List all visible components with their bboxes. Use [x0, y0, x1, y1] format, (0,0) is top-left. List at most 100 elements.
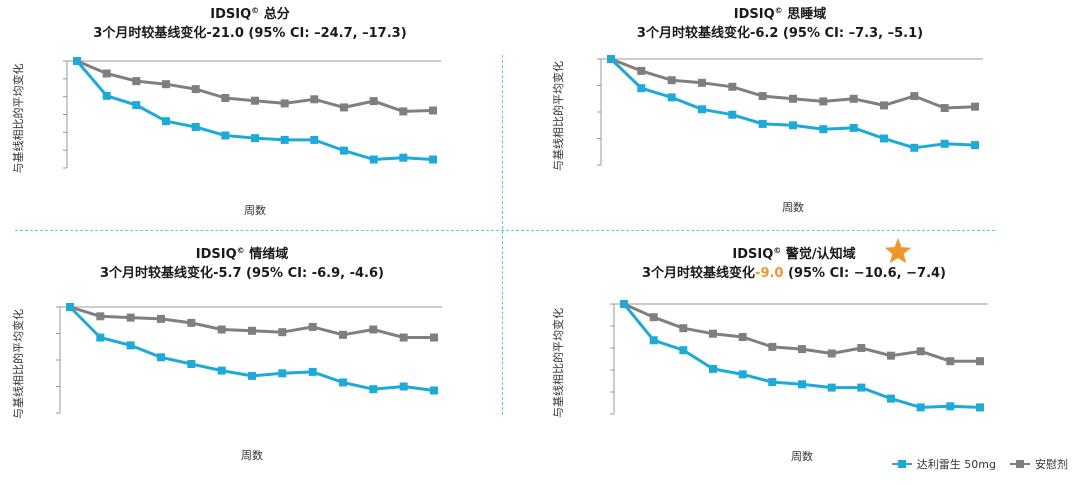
chart-title-main: IDSIQ	[732, 247, 773, 262]
data-point-drug	[132, 101, 141, 110]
data-point-drug	[340, 146, 348, 155]
data-point-drug	[880, 134, 888, 143]
data-point-placebo	[429, 106, 437, 115]
data-point-placebo	[789, 94, 797, 103]
series-line-drug	[75, 60, 434, 161]
subtitle-value: -21.0	[206, 26, 243, 41]
horizontal-divider	[15, 230, 995, 231]
chart-title: IDSIQ© 思睡域	[734, 6, 826, 22]
data-point-drug	[73, 57, 81, 65]
data-point-placebo	[728, 82, 737, 91]
series-placebo	[66, 303, 438, 342]
data-point-drug	[369, 385, 378, 394]
legend-item-placebo: 安慰剂	[1010, 456, 1068, 472]
data-point-placebo	[679, 324, 688, 333]
chart-subtitle: 3个月时较基线变化-5.7 (95% CI: -6.9, -4.6)	[100, 265, 384, 281]
data-point-drug	[857, 383, 866, 392]
data-point-drug	[940, 139, 949, 148]
data-point-placebo	[637, 66, 646, 75]
data-point-placebo	[430, 333, 438, 342]
data-point-placebo	[940, 104, 949, 112]
data-point-placebo	[369, 97, 378, 106]
data-point-drug	[430, 386, 438, 395]
data-point-placebo	[102, 69, 111, 78]
data-point-drug	[916, 403, 925, 412]
chart-title-sup: ©	[775, 6, 783, 15]
data-point-placebo	[880, 101, 888, 110]
data-point-drug	[709, 364, 717, 373]
chart-title: IDSIQ© 警觉/认知域	[732, 246, 855, 262]
data-point-placebo	[971, 102, 979, 111]
data-point-placebo	[738, 333, 747, 341]
data-point-drug	[798, 380, 806, 389]
series-placebo	[620, 300, 984, 366]
series-placebo	[73, 57, 437, 116]
data-point-placebo	[768, 342, 777, 351]
chart-title-main: IDSIQ	[734, 7, 775, 22]
data-point-placebo	[758, 92, 767, 101]
series-drug	[607, 55, 979, 152]
data-point-placebo	[126, 313, 135, 322]
data-point-drug	[620, 300, 628, 308]
data-point-placebo	[340, 103, 348, 112]
y-axis-title: 与基线相比的平均变化	[551, 61, 565, 171]
data-point-drug	[399, 153, 408, 162]
data-point-drug	[191, 123, 200, 131]
data-point-drug	[607, 55, 615, 63]
y-axis-title: 与基线相比的平均变化	[11, 64, 25, 174]
chart-subtitle: 3个月时较基线变化-21.0 (95% CI: –24.7, –17.3)	[93, 25, 406, 41]
data-point-placebo	[399, 333, 408, 342]
series-drug	[620, 300, 984, 412]
data-point-drug	[768, 378, 777, 387]
data-point-placebo	[399, 107, 408, 116]
data-point-drug	[789, 121, 797, 130]
data-point-drug	[637, 84, 646, 93]
series-line-drug	[622, 303, 981, 409]
legend-label-drug: 达利雷生 50mg	[916, 458, 996, 471]
subtitle-ci: (95% CI: -6.9, -4.6)	[242, 266, 384, 281]
x-axis-title: 周数	[241, 449, 263, 462]
chart-title-main: IDSIQ	[210, 7, 251, 22]
data-point-drug	[187, 360, 196, 368]
data-point-drug	[308, 367, 317, 376]
chart-title-sup: ©	[237, 246, 245, 255]
data-point-drug	[698, 105, 706, 114]
data-point-placebo	[976, 357, 984, 366]
chart-title-suffix: 情绪域	[245, 246, 289, 262]
subtitle-prefix: 3个月时较基线变化	[93, 25, 206, 41]
data-point-drug	[278, 369, 287, 378]
series-placebo	[607, 55, 979, 112]
chart-subtitle: 3个月时较基线变化-6.2 (95% CI: –7.3, –5.1)	[637, 25, 923, 41]
subtitle-value: -9.0	[755, 266, 783, 281]
x-axis-title: 周数	[244, 204, 266, 217]
data-point-drug	[849, 123, 858, 132]
data-point-drug	[976, 403, 984, 412]
data-point-placebo	[910, 92, 919, 101]
data-point-drug	[946, 402, 955, 411]
subtitle-value: -5.7	[213, 266, 241, 281]
chart-title-suffix: 总分	[259, 6, 290, 22]
data-point-drug	[217, 366, 226, 375]
data-point-drug	[339, 378, 347, 387]
data-point-drug	[971, 141, 979, 150]
chart-title-suffix: 警觉/认知域	[781, 246, 855, 262]
subtitle-ci: (95% CI: –7.3, –5.1)	[778, 26, 923, 41]
chart-title-sup: ©	[773, 246, 781, 255]
data-point-drug	[251, 134, 259, 143]
chart-title-sup: ©	[251, 6, 259, 15]
data-point-drug	[728, 110, 737, 119]
legend-label-placebo: 安慰剂	[1035, 458, 1068, 471]
x-axis-title: 周数	[791, 450, 813, 463]
chart-title: IDSIQ© 总分	[210, 6, 289, 22]
chart-panel-sleepiness: IDSIQ© 思睡域 3个月时较基线变化-6.2 (95% CI: –7.3, –…	[551, 6, 983, 214]
data-point-placebo	[278, 328, 287, 337]
data-point-drug	[221, 131, 230, 140]
data-point-drug	[310, 135, 319, 144]
data-point-placebo	[221, 94, 230, 102]
subtitle-ci: (95% CI: –24.7, –17.3)	[244, 26, 407, 41]
data-point-placebo	[916, 347, 925, 356]
chart-title-main: IDSIQ	[196, 247, 237, 262]
data-point-placebo	[857, 344, 866, 352]
